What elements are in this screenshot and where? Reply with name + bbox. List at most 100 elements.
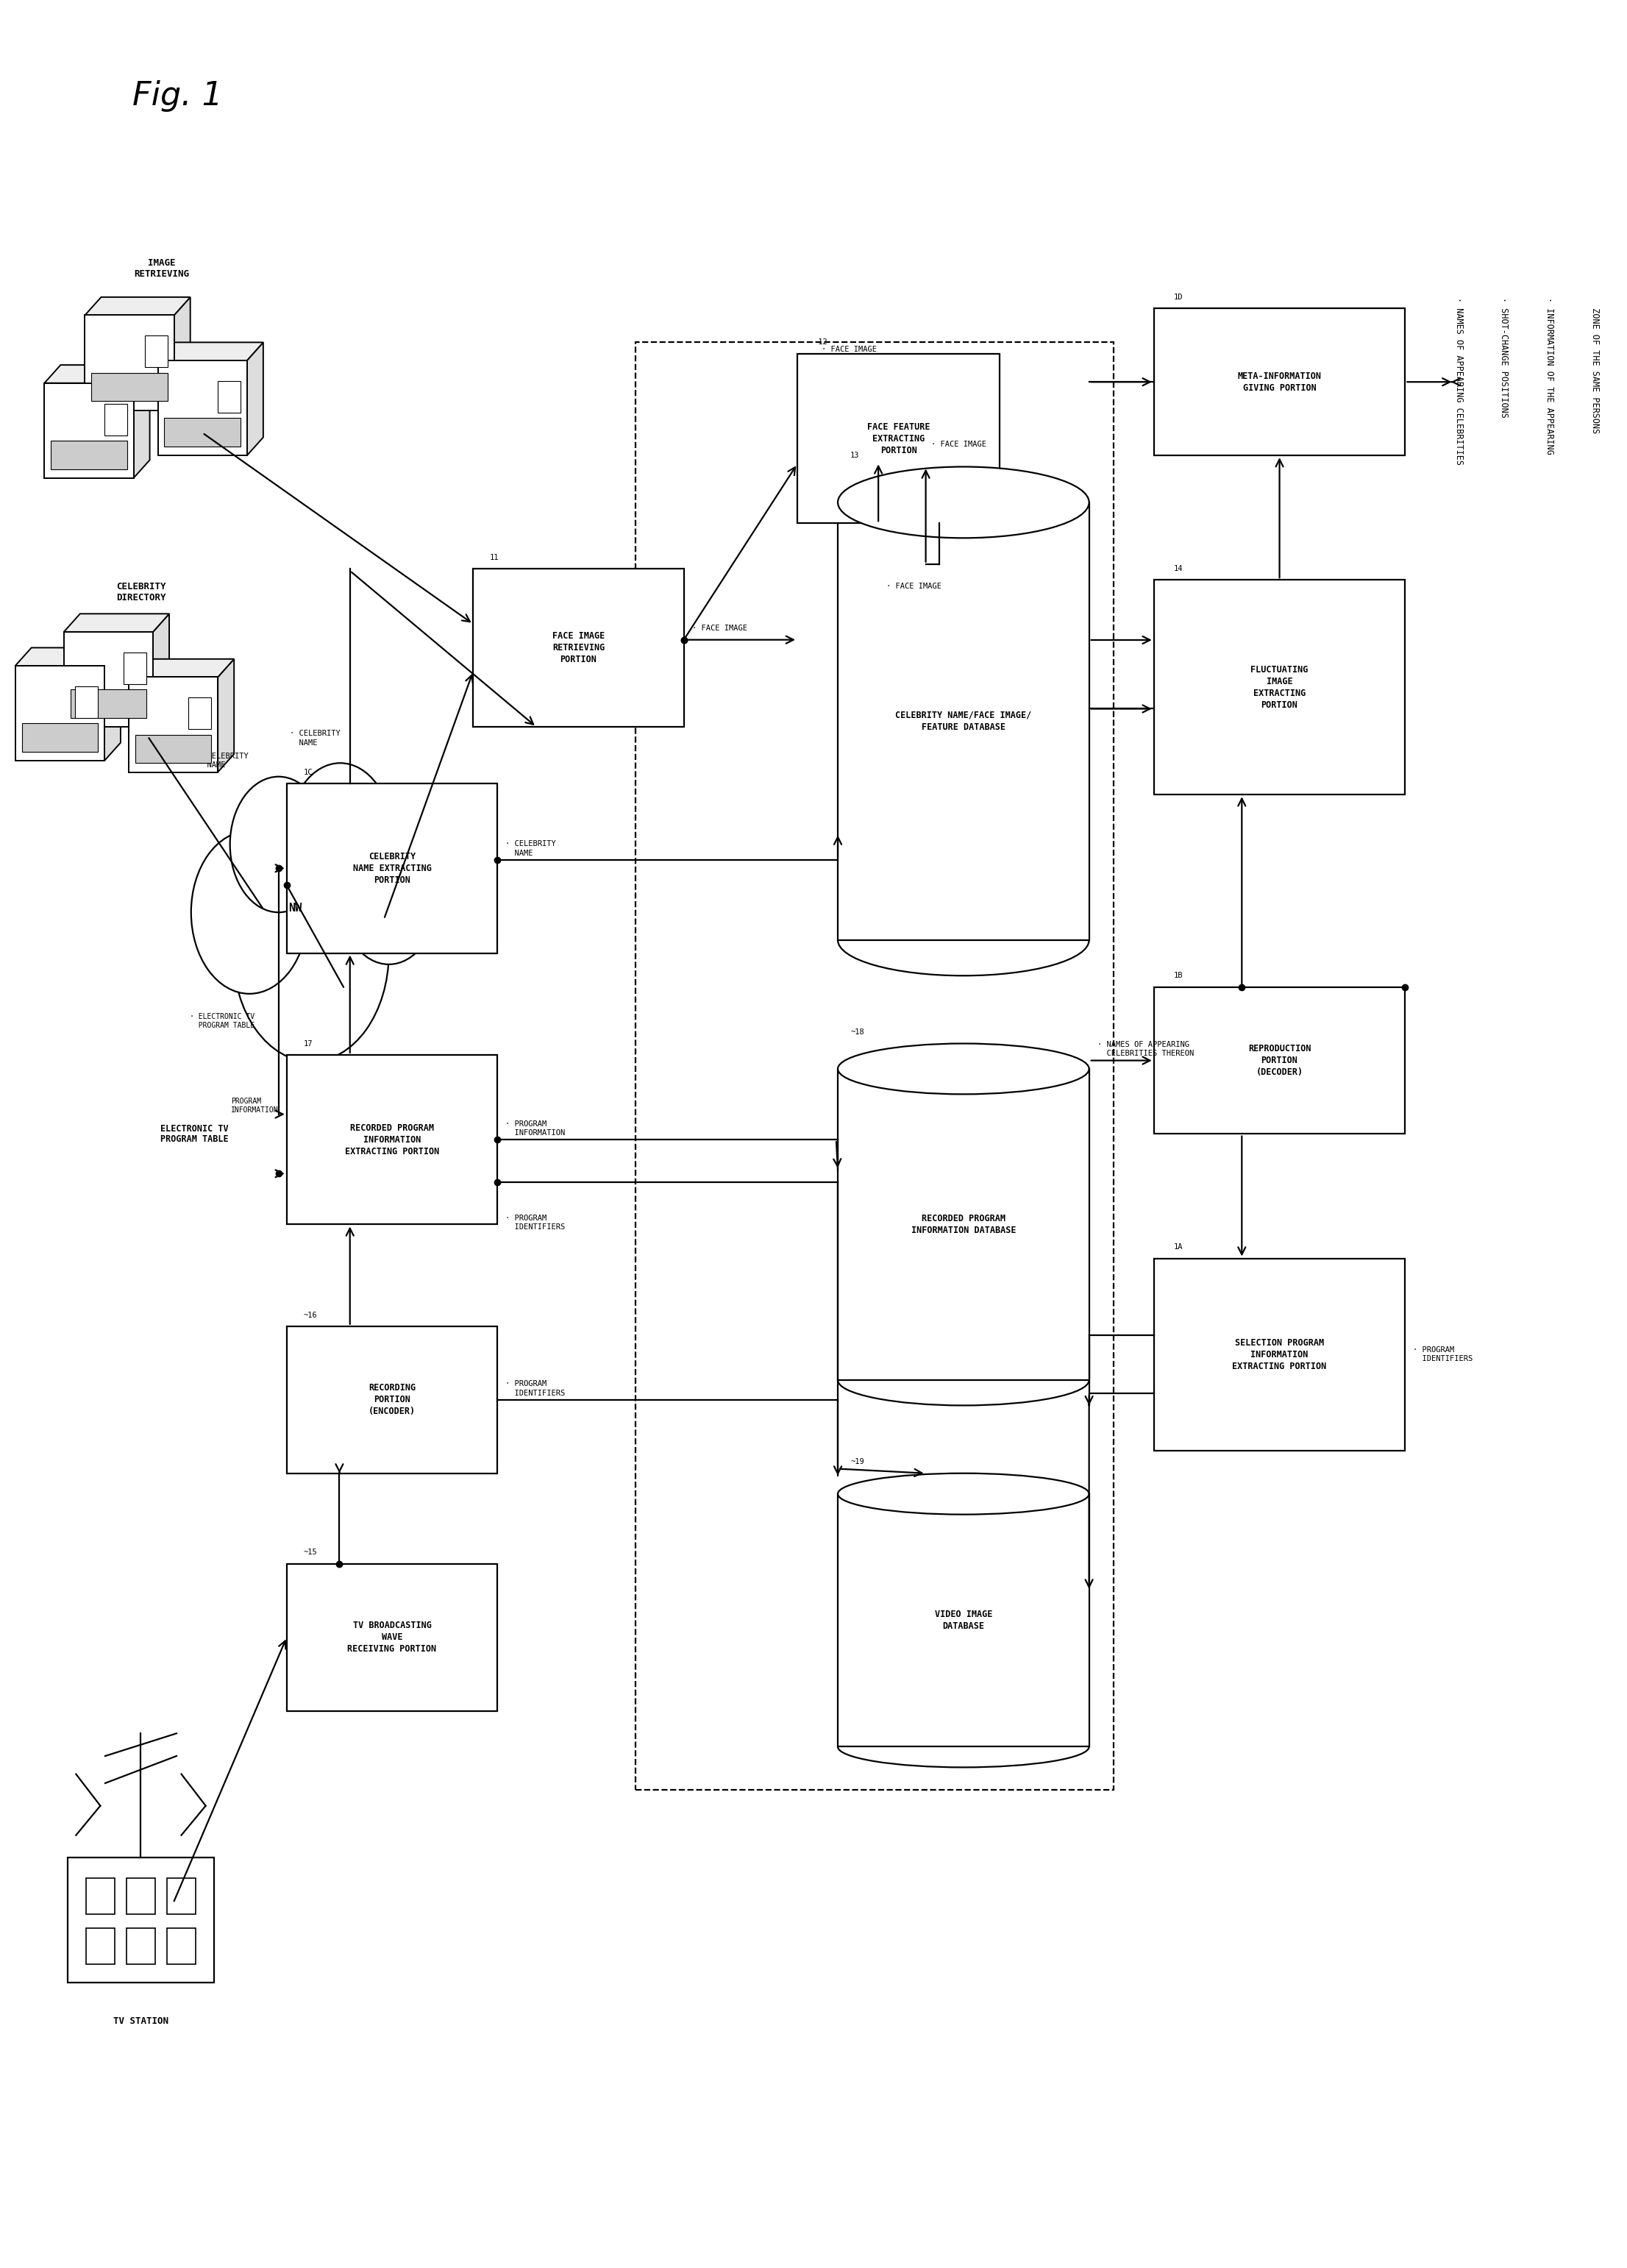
Ellipse shape — [838, 467, 1088, 538]
FancyBboxPatch shape — [286, 1327, 498, 1474]
Text: ~16: ~16 — [304, 1311, 317, 1318]
Text: · FACE IMAGE: · FACE IMAGE — [822, 345, 877, 354]
Bar — [63, 633, 153, 726]
FancyBboxPatch shape — [1154, 987, 1406, 1134]
Text: · NAMES OF APPEARING CELEBRITIES: · NAMES OF APPEARING CELEBRITIES — [1455, 297, 1463, 465]
Text: SELECTION PROGRAM
INFORMATION
EXTRACTING PORTION: SELECTION PROGRAM INFORMATION EXTRACTING… — [1232, 1338, 1326, 1372]
Text: ELECTRONIC TV
PROGRAM TABLE: ELECTRONIC TV PROGRAM TABLE — [161, 1123, 228, 1145]
FancyBboxPatch shape — [1154, 308, 1406, 456]
Circle shape — [229, 776, 327, 912]
Text: PROGRAM
INFORMATION: PROGRAM INFORMATION — [231, 1098, 278, 1114]
Text: ~19: ~19 — [851, 1458, 864, 1465]
Bar — [86, 1928, 116, 1964]
Bar — [104, 404, 127, 435]
Text: 11: 11 — [490, 553, 499, 560]
Polygon shape — [85, 297, 190, 315]
Bar — [44, 383, 133, 479]
Text: TV BROADCASTING
WAVE
RECEIVING PORTION: TV BROADCASTING WAVE RECEIVING PORTION — [348, 1622, 436, 1653]
Bar — [168, 1928, 195, 1964]
Bar — [135, 735, 212, 762]
Text: 13: 13 — [851, 451, 859, 458]
Polygon shape — [15, 649, 120, 667]
Polygon shape — [174, 297, 190, 411]
Text: Fig. 1: Fig. 1 — [133, 79, 223, 111]
Bar — [158, 361, 247, 456]
Text: 1B: 1B — [1175, 973, 1183, 980]
FancyBboxPatch shape — [473, 569, 683, 726]
Text: RECORDING
PORTION
(ENCODER): RECORDING PORTION (ENCODER) — [368, 1383, 415, 1415]
Text: 17: 17 — [304, 1041, 312, 1048]
Text: · NAMES OF APPEARING
  CELEBRITIES THEREON: · NAMES OF APPEARING CELEBRITIES THEREON — [1097, 1041, 1194, 1057]
Ellipse shape — [838, 1043, 1088, 1093]
Bar — [129, 678, 218, 771]
Text: · CELEBRITY
  NAME: · CELEBRITY NAME — [290, 730, 340, 746]
Text: · SHOT-CHANGE POSITIONS: · SHOT-CHANGE POSITIONS — [1498, 297, 1508, 417]
Bar — [124, 653, 146, 685]
Bar — [85, 315, 174, 411]
Text: META-INFORMATION
GIVING PORTION: META-INFORMATION GIVING PORTION — [1238, 372, 1321, 392]
Polygon shape — [63, 615, 169, 633]
FancyBboxPatch shape — [286, 782, 498, 953]
Text: TV STATION: TV STATION — [114, 2016, 169, 2025]
Text: FACE IMAGE
RETRIEVING
PORTION: FACE IMAGE RETRIEVING PORTION — [552, 631, 605, 665]
Text: · CELEBRITY
  NAME: · CELEBRITY NAME — [197, 753, 249, 769]
Bar — [75, 687, 98, 719]
Text: ~18: ~18 — [851, 1030, 864, 1036]
Text: NW: NW — [288, 903, 301, 914]
Text: RECORDED PROGRAM
INFORMATION
EXTRACTING PORTION: RECORDED PROGRAM INFORMATION EXTRACTING … — [345, 1123, 439, 1157]
Text: · PROGRAM
  IDENTIFIERS: · PROGRAM IDENTIFIERS — [506, 1381, 565, 1397]
Text: CELEBRITY NAME/FACE IMAGE/
FEATURE DATABASE: CELEBRITY NAME/FACE IMAGE/ FEATURE DATAB… — [895, 710, 1032, 733]
Bar — [218, 381, 241, 413]
Text: · ELECTRONIC TV
  PROGRAM TABLE: · ELECTRONIC TV PROGRAM TABLE — [189, 1014, 254, 1030]
Text: FACE FEATURE
EXTRACTING
PORTION: FACE FEATURE EXTRACTING PORTION — [867, 422, 931, 456]
Polygon shape — [247, 342, 264, 456]
FancyBboxPatch shape — [286, 1563, 498, 1710]
Text: · FACE IMAGE: · FACE IMAGE — [931, 440, 986, 447]
Text: · CELEBRITY
  NAME: · CELEBRITY NAME — [506, 839, 556, 857]
Bar — [127, 1878, 156, 1914]
Polygon shape — [129, 660, 234, 678]
Text: · FACE IMAGE: · FACE IMAGE — [691, 624, 747, 633]
Text: CELEBRITY
DIRECTORY: CELEBRITY DIRECTORY — [116, 583, 166, 603]
Text: 1C: 1C — [304, 769, 312, 776]
Text: ZONE OF THE SAME PERSONS: ZONE OF THE SAME PERSONS — [1590, 297, 1599, 433]
Polygon shape — [218, 660, 234, 771]
Bar — [127, 1928, 156, 1964]
Text: RECORDED PROGRAM
INFORMATION DATABASE: RECORDED PROGRAM INFORMATION DATABASE — [911, 1213, 1015, 1236]
Circle shape — [340, 828, 438, 964]
FancyBboxPatch shape — [1154, 581, 1406, 794]
Polygon shape — [104, 649, 120, 760]
Ellipse shape — [838, 1474, 1088, 1515]
Bar — [86, 1878, 116, 1914]
Bar — [168, 1878, 195, 1914]
Bar — [189, 699, 212, 730]
Text: · INFORMATION OF THE APPEARING: · INFORMATION OF THE APPEARING — [1544, 297, 1554, 454]
Bar — [91, 372, 168, 401]
Bar — [838, 1495, 1088, 1746]
Text: REPRODUCTION
PORTION
(DECODER): REPRODUCTION PORTION (DECODER) — [1248, 1043, 1311, 1077]
Bar — [21, 723, 98, 751]
Text: · PROGRAM
  INFORMATION: · PROGRAM INFORMATION — [506, 1120, 565, 1136]
Text: FLUCTUATING
IMAGE
EXTRACTING
PORTION: FLUCTUATING IMAGE EXTRACTING PORTION — [1251, 665, 1308, 710]
FancyBboxPatch shape — [1154, 1259, 1406, 1452]
Text: ~15: ~15 — [304, 1549, 317, 1556]
Text: VIDEO IMAGE
DATABASE: VIDEO IMAGE DATABASE — [934, 1610, 992, 1631]
Bar — [164, 417, 241, 447]
FancyBboxPatch shape — [286, 1055, 498, 1225]
Bar — [70, 689, 146, 717]
FancyBboxPatch shape — [797, 354, 1001, 524]
Circle shape — [288, 762, 392, 907]
Text: · FACE IMAGE: · FACE IMAGE — [887, 583, 942, 590]
Text: · PROGRAM
  IDENTIFIERS: · PROGRAM IDENTIFIERS — [506, 1216, 565, 1232]
Text: 1D: 1D — [1175, 293, 1183, 302]
Text: 14: 14 — [1175, 565, 1183, 572]
Bar — [838, 1068, 1088, 1381]
Text: 1A: 1A — [1175, 1243, 1183, 1252]
Text: · PROGRAM
  IDENTIFIERS: · PROGRAM IDENTIFIERS — [1414, 1347, 1472, 1363]
Bar — [145, 336, 168, 367]
Polygon shape — [44, 365, 150, 383]
Bar — [50, 440, 127, 469]
Text: -12: -12 — [814, 338, 827, 347]
Polygon shape — [158, 342, 264, 361]
Polygon shape — [153, 615, 169, 726]
